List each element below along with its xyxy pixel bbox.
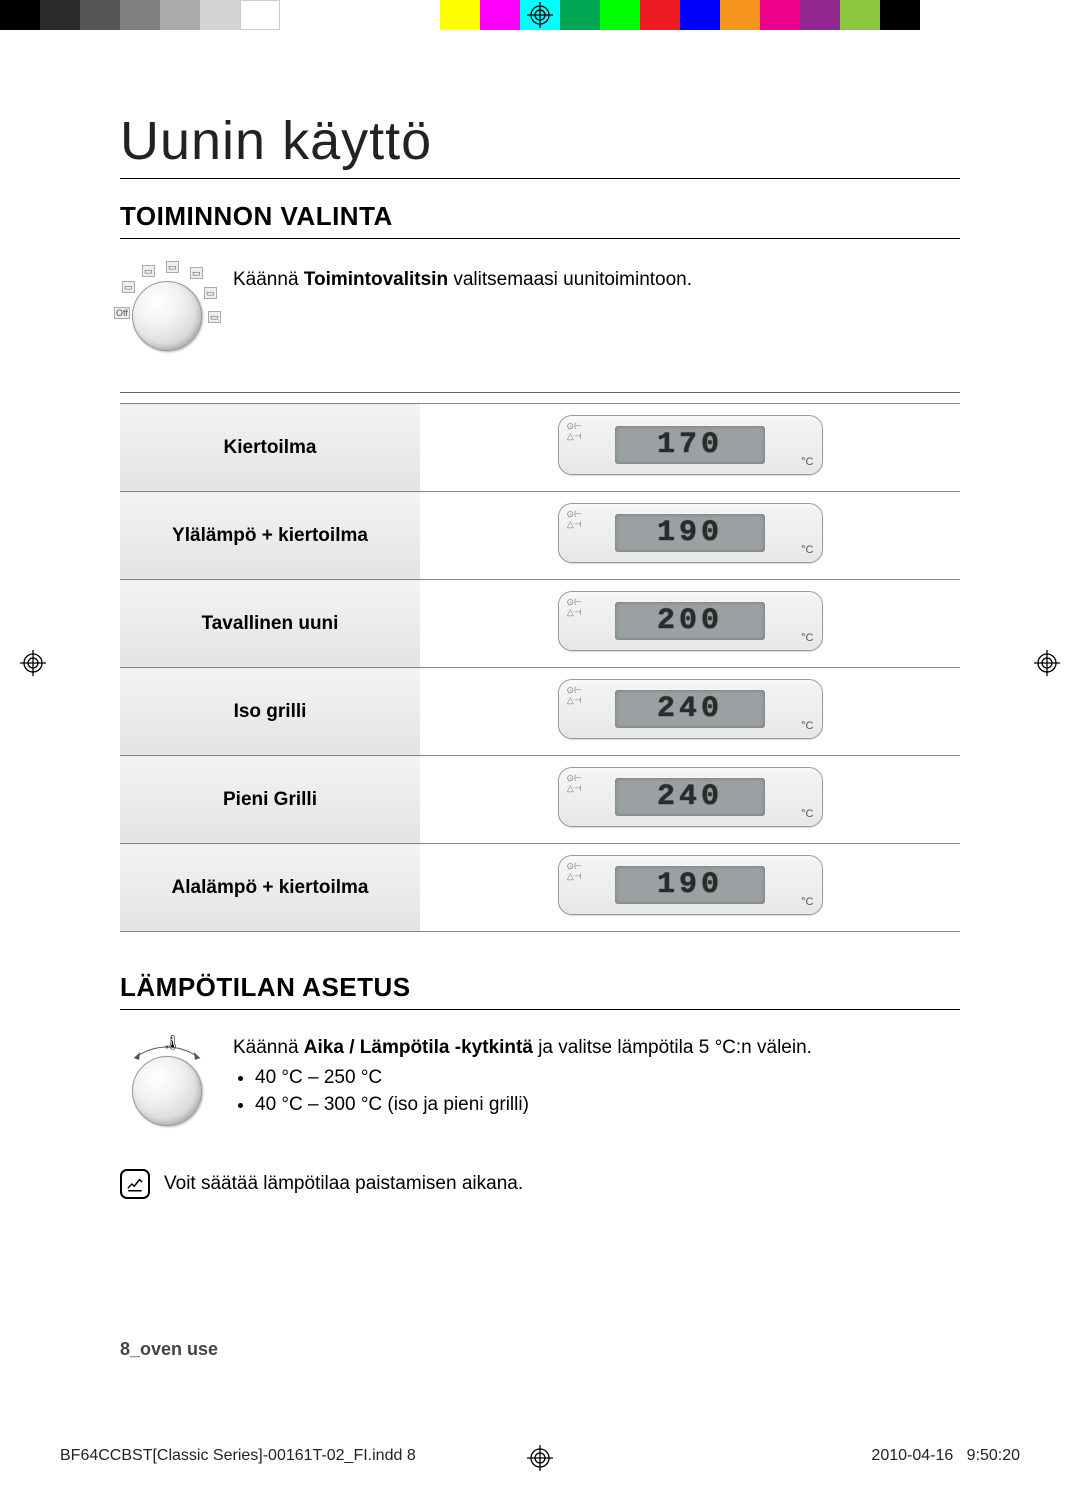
display-value: 190 <box>657 868 723 902</box>
display-value: 170 <box>657 428 723 462</box>
imprint-left: BF64CCBST[Classic Series]-00161T-02_FI.i… <box>60 1447 416 1465</box>
display-unit: °C <box>801 544 813 556</box>
function-label: Ylälämpö + kiertoilma <box>120 492 420 580</box>
function-label: Pieni Grilli <box>120 756 420 844</box>
digital-display: ⊙⊢△⊣ 190 °C <box>558 503 823 563</box>
display-symbols-icon: ⊙⊢△⊣ <box>567 598 582 618</box>
page-title: Uunin käyttö <box>120 110 960 179</box>
display-unit: °C <box>801 720 813 732</box>
digital-display: ⊙⊢△⊣ 240 °C <box>558 767 823 827</box>
section-rule <box>120 238 960 239</box>
display-value: 240 <box>657 780 723 814</box>
function-display-cell: ⊙⊢△⊣ 240 °C <box>420 668 960 756</box>
registration-mark-icon <box>20 650 46 676</box>
table-row: Kiertoilma ⊙⊢△⊣ 170 °C <box>120 404 960 492</box>
note-icon <box>120 1169 150 1199</box>
function-display-cell: ⊙⊢△⊣ 190 °C <box>420 844 960 932</box>
dial-marker-icon: ▭ <box>122 281 135 293</box>
page-footer-label: 8_oven use <box>120 1339 218 1360</box>
table-row: Ylälämpö + kiertoilma ⊙⊢△⊣ 190 °C <box>120 492 960 580</box>
function-display-cell: ⊙⊢△⊣ 240 °C <box>420 756 960 844</box>
dial-marker-icon: ▭ <box>142 265 155 277</box>
registration-mark-icon <box>527 2 553 28</box>
function-label: Alalämpö + kiertoilma <box>120 844 420 932</box>
table-row: Tavallinen uuni ⊙⊢△⊣ 200 °C <box>120 580 960 668</box>
display-value: 200 <box>657 604 723 638</box>
section2-text: Käännä Aika / Lämpötila -kytkintä ja val… <box>233 1034 812 1129</box>
section1-heading: TOIMINNON VALINTA <box>120 201 960 232</box>
table-row: Alalämpö + kiertoilma ⊙⊢△⊣ 190 °C <box>120 844 960 932</box>
registration-mark-icon <box>527 1445 553 1471</box>
display-symbols-icon: ⊙⊢△⊣ <box>567 686 582 706</box>
dial-marker-icon: ▭ <box>166 261 179 273</box>
digital-display: ⊙⊢△⊣ 240 °C <box>558 679 823 739</box>
function-table-body: Kiertoilma⊙⊢△⊣170°CYlälämpö + kiertoilma… <box>120 404 960 932</box>
section-rule <box>120 1009 960 1010</box>
table-row: Pieni Grilli ⊙⊢△⊣ 240 °C <box>120 756 960 844</box>
display-value: 190 <box>657 516 723 550</box>
function-display-cell: ⊙⊢△⊣ 190 °C <box>420 492 960 580</box>
display-value: 240 <box>657 692 723 726</box>
function-label: Iso grilli <box>120 668 420 756</box>
imprint-right: 2010-04-16 9:50:20 <box>871 1447 1020 1465</box>
temperature-range-list: 40 °C – 250 °C 40 °C – 300 °C (iso ja pi… <box>255 1064 812 1119</box>
display-unit: °C <box>801 456 813 468</box>
table-row: Iso grilli ⊙⊢△⊣ 240 °C <box>120 668 960 756</box>
display-symbols-icon: ⊙⊢△⊣ <box>567 774 582 794</box>
page-content: Uunin käyttö TOIMINNON VALINTA Off ▭ ▭ ▭… <box>120 110 960 1199</box>
dial-marker-icon: ▭ <box>208 311 221 323</box>
list-item: 40 °C – 250 °C <box>255 1064 812 1092</box>
note-text: Voit säätää lämpötilaa paistamisen aikan… <box>164 1173 523 1195</box>
dial-marker-icon: ▭ <box>190 267 203 279</box>
section2-heading: LÄMPÖTILAN ASETUS <box>120 972 960 1003</box>
digital-display: ⊙⊢△⊣ 200 °C <box>558 591 823 651</box>
temperature-dial-illustration: 🌡 <box>120 1034 215 1129</box>
display-symbols-icon: ⊙⊢△⊣ <box>567 862 582 882</box>
function-label: Kiertoilma <box>120 404 420 492</box>
digital-display: ⊙⊢△⊣ 190 °C <box>558 855 823 915</box>
registration-mark-icon <box>1034 650 1060 676</box>
display-unit: °C <box>801 896 813 908</box>
display-unit: °C <box>801 632 813 644</box>
display-unit: °C <box>801 808 813 820</box>
list-item: 40 °C – 300 °C (iso ja pieni grilli) <box>255 1091 812 1119</box>
dial-knob-icon <box>132 1056 202 1126</box>
dial-marker-icon: ▭ <box>204 287 217 299</box>
section1-instruction: Käännä Toimintovalitsin valitsemaasi uun… <box>233 261 692 293</box>
function-table: Kiertoilma⊙⊢△⊣170°CYlälämpö + kiertoilma… <box>120 403 960 932</box>
function-dial-illustration: Off ▭ ▭ ▭ ▭ ▭ ▭ <box>120 261 215 356</box>
dial-marker-off: Off <box>114 307 130 319</box>
function-display-cell: ⊙⊢△⊣ 200 °C <box>420 580 960 668</box>
dial-knob-icon <box>132 281 202 351</box>
display-symbols-icon: ⊙⊢△⊣ <box>567 510 582 530</box>
function-label: Tavallinen uuni <box>120 580 420 668</box>
function-display-cell: ⊙⊢△⊣ 170 °C <box>420 404 960 492</box>
digital-display: ⊙⊢△⊣ 170 °C <box>558 415 823 475</box>
display-symbols-icon: ⊙⊢△⊣ <box>567 422 582 442</box>
